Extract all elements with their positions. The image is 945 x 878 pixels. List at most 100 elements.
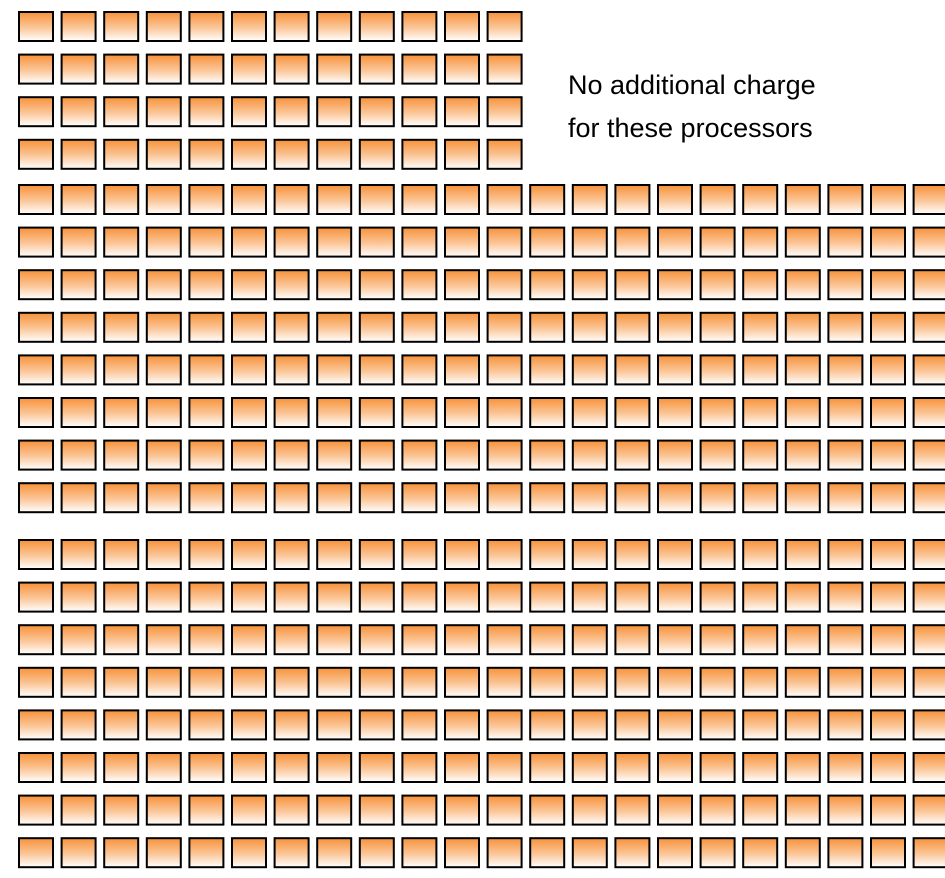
processor [444,311,480,343]
processor [273,269,310,301]
processor [529,439,566,471]
processor [571,709,608,741]
processor [614,354,651,386]
processor [486,666,523,698]
processor [188,666,225,698]
processor [699,709,736,741]
processor [444,397,480,428]
processor [18,96,54,128]
processor [401,666,438,698]
processor [571,482,608,514]
processor [571,581,608,613]
processor [401,184,438,215]
processor [188,539,225,570]
processor [784,539,821,570]
processor [358,666,395,698]
processor [18,837,54,869]
processor [145,666,182,698]
processor [273,138,310,170]
processor [231,397,267,428]
processor [444,184,480,215]
processor [529,184,566,215]
processor [316,752,353,783]
processor [358,581,395,613]
processor [401,53,438,85]
processor [188,709,225,741]
processor [912,311,945,343]
processor [273,226,310,258]
processor [699,752,736,783]
processor [145,311,182,343]
processor [60,837,97,869]
processor [486,624,523,656]
processor [18,226,54,258]
processor [231,269,267,301]
processor [870,581,906,613]
processor [188,354,225,386]
processor [60,354,97,386]
processor [145,354,182,386]
processor [145,269,182,301]
processor [784,311,821,343]
processor [827,397,864,428]
processor [699,354,736,386]
processor [273,53,310,85]
processor [784,354,821,386]
processor [60,581,97,613]
processor [657,752,693,783]
processor [316,666,353,698]
processor [614,482,651,514]
processor [870,666,906,698]
processor [529,397,566,428]
processor [912,269,945,301]
processor [486,837,523,869]
processor [145,837,182,869]
processor [273,439,310,471]
processor [912,624,945,656]
processor [657,226,693,258]
processor [486,794,523,826]
processor [699,482,736,514]
processor [742,794,779,826]
processor [614,794,651,826]
processor [18,482,54,514]
processor [657,311,693,343]
processor [486,439,523,471]
processor [103,794,140,826]
processor [742,752,779,783]
processor [657,581,693,613]
processor [316,53,353,85]
processor [316,354,353,386]
processor [486,269,523,301]
processor [145,184,182,215]
processor [60,269,97,301]
processor [827,269,864,301]
processor [870,311,906,343]
processor [60,226,97,258]
processor [784,837,821,869]
processor [231,11,267,42]
processor [316,709,353,741]
processor [273,397,310,428]
processor [657,539,693,570]
processor [358,752,395,783]
processor [870,269,906,301]
processor [529,752,566,783]
processor [444,269,480,301]
processor [571,439,608,471]
processor [571,226,608,258]
processor [699,269,736,301]
processor [145,439,182,471]
processor [486,226,523,258]
processor [827,624,864,656]
processor [60,752,97,783]
processor [870,709,906,741]
processor [870,794,906,826]
processor [827,794,864,826]
processor [316,439,353,471]
processor [188,837,225,869]
processor [358,53,395,85]
processor [145,397,182,428]
processor [145,53,182,85]
processor [444,752,480,783]
